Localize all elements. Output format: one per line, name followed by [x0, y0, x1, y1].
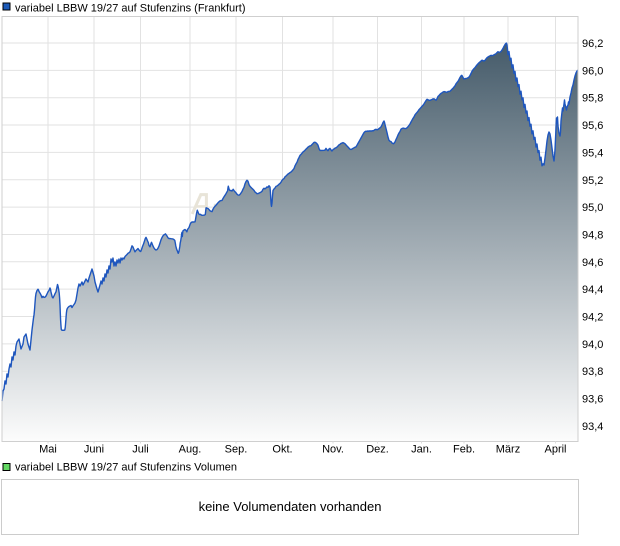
svg-text:94,4: 94,4	[582, 284, 603, 296]
svg-text:Feb.: Feb.	[453, 444, 475, 456]
svg-text:96,2: 96,2	[582, 38, 603, 50]
svg-text:93,6: 93,6	[582, 394, 603, 406]
svg-text:94,6: 94,6	[582, 257, 603, 269]
svg-text:April: April	[544, 444, 566, 456]
svg-text:März: März	[496, 444, 520, 456]
svg-text:95,8: 95,8	[582, 93, 603, 105]
svg-text:96,0: 96,0	[582, 65, 603, 77]
svg-text:95,0: 95,0	[582, 202, 603, 214]
svg-text:Nov.: Nov.	[322, 444, 344, 456]
svg-text:93,8: 93,8	[582, 366, 603, 378]
svg-text:Jan.: Jan.	[411, 444, 432, 456]
svg-text:Juli: Juli	[132, 444, 149, 456]
svg-text:95,6: 95,6	[582, 120, 603, 132]
svg-text:Mai: Mai	[39, 444, 57, 456]
svg-text:94,0: 94,0	[582, 339, 603, 351]
svg-text:variabel LBBW 19/27 auf Stufen: variabel LBBW 19/27 auf Stufenzins Volum…	[15, 462, 237, 474]
svg-text:94,2: 94,2	[582, 312, 603, 324]
svg-text:Dez.: Dez.	[366, 444, 389, 456]
svg-text:93,4: 93,4	[582, 421, 603, 433]
svg-text:Sep.: Sep.	[225, 444, 248, 456]
svg-text:keine Volumendaten vorhanden: keine Volumendaten vorhanden	[199, 499, 382, 514]
svg-text:95,2: 95,2	[582, 175, 603, 187]
svg-text:Juni: Juni	[84, 444, 104, 456]
svg-text:Aug.: Aug.	[179, 444, 202, 456]
svg-text:Okt.: Okt.	[272, 444, 292, 456]
svg-text:94,8: 94,8	[582, 229, 603, 241]
svg-text:95,4: 95,4	[582, 147, 603, 159]
svg-text:variabel LBBW 19/27 auf Stufen: variabel LBBW 19/27 auf Stufenzins (Fran…	[15, 3, 246, 15]
